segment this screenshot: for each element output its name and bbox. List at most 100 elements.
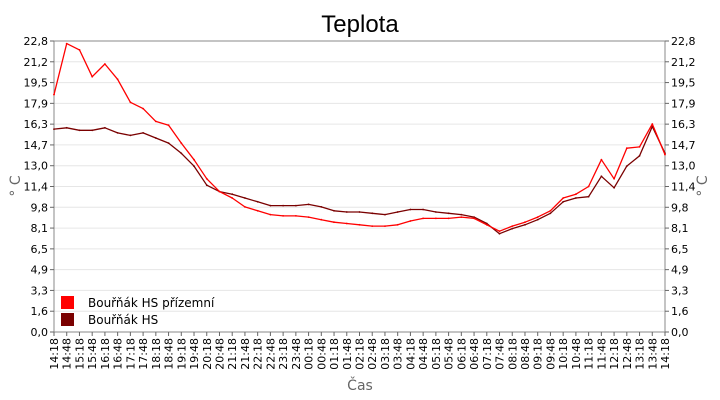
data-point — [638, 155, 641, 157]
x-tick-label: 03:18 — [379, 338, 392, 370]
y-tick-label: 21,2 — [24, 56, 49, 69]
y-ticks-left: 0,0 1,6 3,3 4,9 6,5 8,1 9,8 11,4 13,0 14,7 16,3 17,… — [24, 35, 54, 339]
data-point — [575, 193, 577, 196]
data-point — [562, 197, 565, 199]
data-point — [167, 142, 170, 145]
data-point — [536, 218, 539, 221]
y-tick-label: 4,9 — [31, 264, 49, 277]
data-point — [91, 129, 94, 132]
data-point — [422, 217, 424, 220]
series-line — [53, 125, 666, 235]
data-point — [333, 221, 335, 224]
x-tick-label: 17:48 — [137, 338, 150, 370]
data-point — [307, 216, 310, 219]
data-point — [460, 216, 463, 219]
data-point — [295, 204, 297, 207]
y-ticks-right: 0,0 1,6 3,3 4,9 6,5 8,1 9,8 11,4 13,0 14,7 16,3 17,… — [665, 35, 696, 339]
x-tick-label: 23:48 — [290, 338, 303, 370]
x-tick-label: 07:18 — [481, 338, 494, 370]
x-tick-label: 16:48 — [112, 338, 125, 370]
x-tick-label: 18:18 — [150, 338, 163, 370]
x-tick-label: 12:18 — [608, 338, 621, 370]
data-point — [371, 212, 374, 215]
y-tick-label-right: 6,5 — [671, 243, 689, 256]
data-point — [53, 128, 55, 131]
data-point — [613, 177, 615, 180]
data-point — [205, 177, 208, 180]
x-tick-label: 19:18 — [175, 338, 188, 370]
x-tick-label: 22:18 — [252, 338, 265, 370]
data-point — [295, 215, 297, 217]
x-tick-label: 11:18 — [583, 338, 596, 370]
data-point — [282, 215, 284, 217]
y-tick-label-right: 3,3 — [671, 284, 689, 297]
data-point — [587, 185, 590, 188]
y-tick-label-right: 0,0 — [671, 326, 689, 339]
y-axis-label-right: ° C — [695, 175, 711, 196]
data-point — [409, 208, 412, 211]
x-tick-label: 18:48 — [163, 338, 176, 370]
x-tick-label: 02:18 — [354, 338, 367, 370]
data-point — [129, 101, 132, 104]
data-point — [524, 221, 526, 224]
data-point — [142, 107, 145, 110]
data-point — [511, 227, 514, 230]
x-tick-label: 09:48 — [544, 338, 557, 370]
x-tick-label: 08:18 — [506, 338, 519, 370]
data-point — [625, 147, 628, 150]
y-axis-label: ° C — [8, 175, 24, 196]
data-point — [307, 203, 310, 206]
x-tick-label: 14:48 — [61, 338, 74, 370]
data-point — [613, 186, 615, 189]
data-point — [244, 206, 246, 208]
data-point — [536, 216, 539, 219]
data-point — [549, 209, 552, 212]
data-point — [587, 195, 590, 198]
data-point — [473, 217, 475, 220]
data-point — [447, 212, 450, 215]
data-point — [180, 142, 183, 145]
data-point — [358, 223, 361, 226]
data-point — [269, 213, 272, 216]
x-axis-label: Čas — [347, 376, 373, 394]
data-point — [282, 204, 284, 207]
x-ticks: 14:18 14:48 15:18 15:48 16:18 16:48 17:18 17:48… — [48, 332, 672, 370]
data-point — [154, 137, 157, 139]
x-tick-label: 06:48 — [468, 338, 481, 370]
series-lines — [53, 42, 666, 235]
chart-title: Teplota — [321, 11, 399, 38]
data-point — [193, 158, 195, 161]
x-tick-label: 20:18 — [201, 338, 214, 370]
data-point — [320, 218, 323, 221]
data-point — [231, 193, 234, 196]
data-point — [600, 175, 603, 178]
x-tick-label: 03:48 — [392, 338, 405, 370]
x-tick-label: 06:18 — [455, 338, 468, 370]
data-point — [384, 213, 386, 216]
y-tick-label: 13,0 — [24, 160, 49, 173]
x-tick-label: 21:18 — [226, 338, 239, 370]
y-tick-label: 11,4 — [24, 181, 49, 194]
x-tick-label: 15:48 — [86, 338, 99, 370]
x-tick-label: 17:18 — [124, 338, 137, 370]
y-tick-label: 6,5 — [31, 243, 49, 256]
data-point — [651, 123, 654, 125]
x-tick-label: 01:18 — [328, 338, 341, 370]
data-point — [154, 120, 157, 123]
y-tick-label-right: 8,1 — [671, 222, 689, 235]
x-tick-label: 08:48 — [519, 338, 532, 370]
x-tick-label: 12:48 — [621, 338, 634, 370]
data-point — [600, 158, 603, 161]
data-point — [53, 93, 55, 96]
series-line — [53, 42, 666, 232]
data-point — [638, 146, 641, 148]
data-point — [65, 126, 68, 129]
data-point — [460, 213, 463, 216]
y-tick-label-right: 22,8 — [671, 35, 696, 48]
data-point — [396, 211, 399, 213]
y-tick-label-right: 21,2 — [671, 56, 696, 69]
y-tick-label: 0,0 — [31, 326, 49, 339]
legend-label: Bouřňák HS — [88, 313, 158, 327]
y-tick-label: 16,3 — [24, 118, 49, 131]
